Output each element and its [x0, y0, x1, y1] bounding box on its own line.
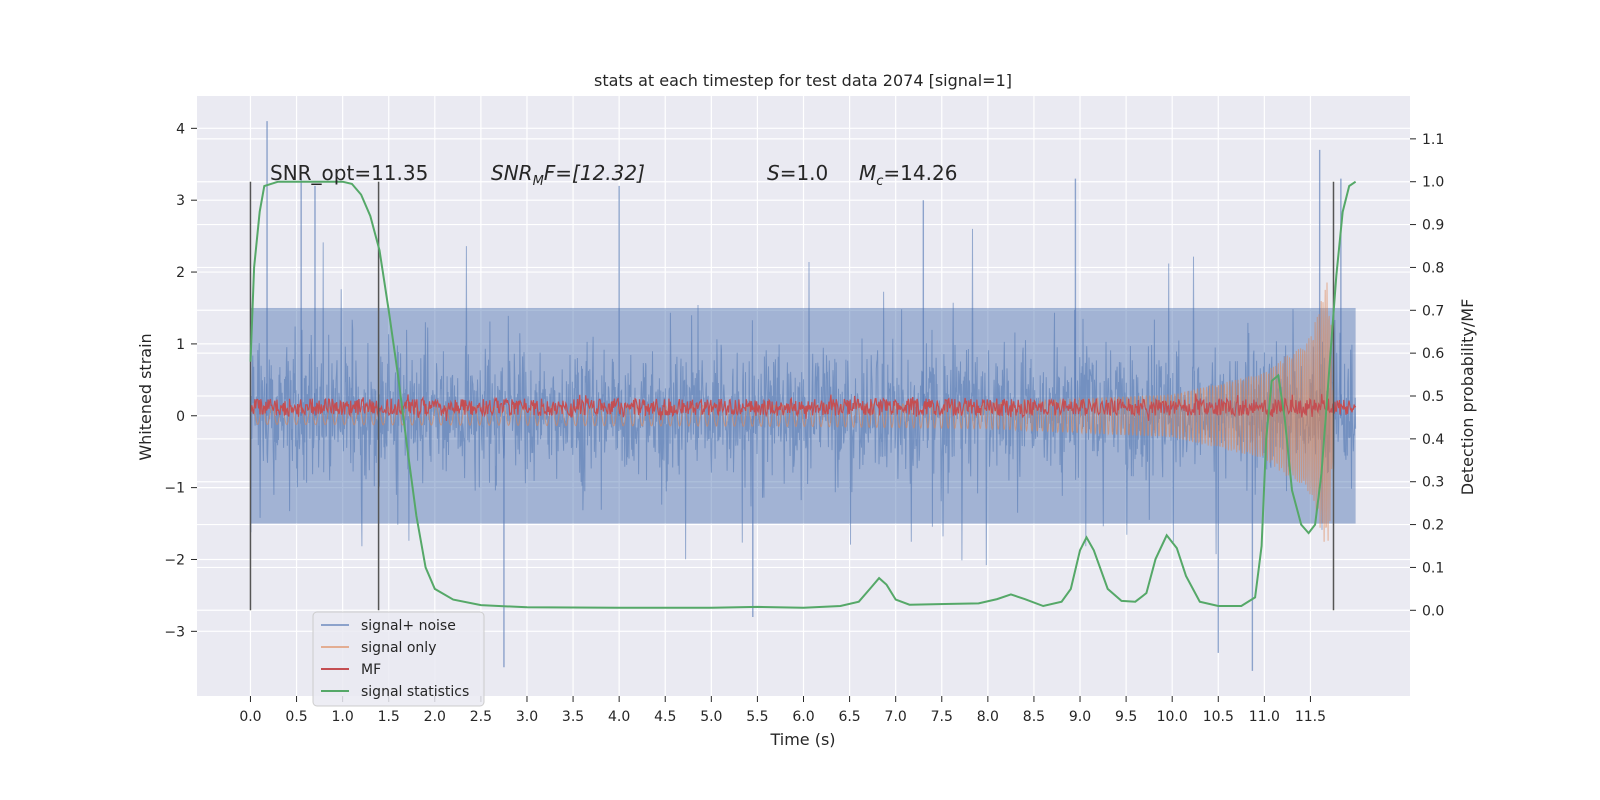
y-right-tick-label: 1.1 — [1422, 132, 1444, 148]
x-tick-label: 1.5 — [378, 709, 400, 725]
annotation-snr-mf-tail: F=[12.32] — [544, 161, 645, 185]
y-right-tick-label: 0.7 — [1422, 303, 1444, 319]
x-axis-ticks: 0.0 0.5 1.0 1.5 2.0 2.5 3.0 3.5 4.0 4.5 5.0 5.5 6.0 6… — [239, 696, 1326, 725]
y-left-tick-label: 4 — [176, 121, 185, 137]
x-tick-label: 2.0 — [424, 709, 446, 725]
x-tick-label: 8.0 — [977, 709, 999, 725]
x-tick-label: 4.5 — [654, 709, 676, 725]
legend-entry: signal+ noise — [361, 618, 456, 634]
legend-entry: signal only — [361, 640, 436, 656]
x-tick-label: 11.5 — [1295, 709, 1326, 725]
annotation-snr-mf-sub: M — [533, 174, 544, 189]
annotation-mc-tail: =14.26 — [883, 161, 957, 185]
noise-core — [250, 307, 1356, 524]
y-right-tick-label: 0.4 — [1422, 432, 1444, 448]
x-tick-label: 6.0 — [792, 709, 814, 725]
y-right-tick-label: 0.6 — [1422, 346, 1444, 362]
x-tick-label: 11.0 — [1249, 709, 1280, 725]
y-right-tick-label: 0.3 — [1422, 475, 1444, 491]
x-tick-label: 5.0 — [700, 709, 722, 725]
x-tick-label: 8.5 — [1023, 709, 1045, 725]
x-tick-label: 9.5 — [1115, 709, 1137, 725]
x-tick-label: 0.5 — [285, 709, 307, 725]
x-tick-label: 7.0 — [885, 709, 907, 725]
annotation-mc-sub: c — [876, 174, 883, 189]
right-y-axis-label: Detection probability/MF — [1458, 299, 1477, 496]
mf-trace — [249, 393, 1357, 421]
x-tick-label: 5.5 — [746, 709, 768, 725]
x-tick-label: 6.5 — [838, 709, 860, 725]
y-left-tick-label: −3 — [164, 624, 185, 640]
y-left-tick-label: −1 — [164, 481, 185, 497]
left-y-axis-label: Whitened strain — [136, 333, 155, 460]
x-tick-label: 4.0 — [608, 709, 630, 725]
left-y-axis-ticks: 4 3 2 1 0 −1 −2 −3 — [164, 121, 197, 640]
annotation-s-tail: =1.0 — [780, 161, 829, 185]
y-left-tick-label: 3 — [176, 193, 185, 209]
series-mf — [249, 393, 1357, 421]
x-axis-label: Time (s) — [769, 730, 835, 749]
y-left-tick-label: 2 — [176, 265, 185, 281]
x-tick-label: 0.0 — [239, 709, 261, 725]
statistics-line — [249, 180, 1357, 609]
x-tick-label: 10.0 — [1157, 709, 1188, 725]
y-left-tick-label: −2 — [164, 552, 185, 568]
series-signal-noise — [250, 121, 1357, 671]
annotation-snr-mf: SNRMF=[12.32] — [491, 161, 645, 189]
y-left-tick-label: 1 — [176, 337, 185, 353]
y-right-tick-label: 0.1 — [1422, 560, 1444, 576]
y-right-tick-label: 0.9 — [1422, 218, 1444, 234]
series-signal-statistics — [249, 180, 1357, 609]
x-tick-label: 9.0 — [1069, 709, 1091, 725]
vertical-markers — [249, 181, 1335, 611]
x-tick-label: 3.5 — [562, 709, 584, 725]
x-tick-label: 10.5 — [1203, 709, 1234, 725]
annotation-mc-main: M — [859, 161, 876, 185]
x-tick-label: 7.5 — [931, 709, 953, 725]
annotation-snr-opt: SNR_opt=11.35 — [270, 161, 428, 185]
y-right-tick-label: 0.8 — [1422, 260, 1444, 276]
x-tick-label: 1.0 — [332, 709, 354, 725]
right-y-axis-ticks: 1.1 1.0 0.9 0.8 0.7 0.6 0.5 0.4 0.3 0.2 0.1 0.0 — [1410, 132, 1444, 619]
annotation-snr-mf-main: SNR — [491, 161, 533, 185]
y-right-tick-label: 1.0 — [1422, 175, 1444, 191]
legend-entry: MF — [361, 662, 381, 678]
chart-title: stats at each timestep for test data 207… — [594, 71, 1012, 90]
legend-box — [312, 611, 485, 707]
y-right-tick-label: 0.2 — [1422, 518, 1444, 534]
plot-area — [249, 121, 1357, 671]
y-left-tick-label: 0 — [176, 409, 185, 425]
y-right-tick-label: 0.0 — [1422, 603, 1444, 619]
legend-entry: signal statistics — [361, 684, 469, 700]
annotation-s-main: S — [767, 161, 780, 185]
x-tick-label: 2.5 — [470, 709, 492, 725]
annotation-s: S=1.0 — [767, 161, 828, 185]
y-right-tick-label: 0.5 — [1422, 389, 1444, 405]
annotation-mc: Mc=14.26 — [859, 161, 957, 189]
x-tick-label: 3.0 — [516, 709, 538, 725]
legend: signal+ noise signal only MF signal statist… — [312, 611, 485, 707]
